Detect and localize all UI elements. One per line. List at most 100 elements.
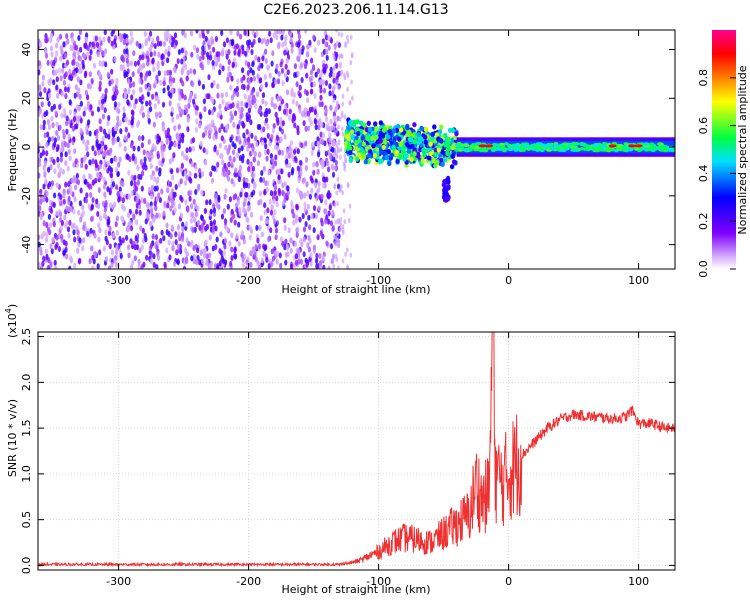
heatmap-cell <box>297 33 301 40</box>
heatmap-cell <box>157 51 161 58</box>
heatmap-cell <box>291 98 295 105</box>
heatmap-cell <box>101 93 105 100</box>
heatmap-cell <box>296 165 300 172</box>
heatmap-cell <box>146 56 150 63</box>
heatmap-cell <box>165 138 169 145</box>
heatmap-cell <box>251 248 256 255</box>
heatmap-cell <box>262 165 266 172</box>
heatmap-cell <box>404 142 410 148</box>
heatmap-cell <box>254 243 258 250</box>
heatmap-cell <box>166 57 170 64</box>
heatmap-cell <box>649 142 655 146</box>
heatmap-cell <box>256 237 260 244</box>
heatmap-cell <box>161 157 165 164</box>
heatmap-cell <box>218 248 222 255</box>
heatmap-cell <box>309 252 313 258</box>
heatmap-cell <box>101 61 105 68</box>
heatmap-cell <box>274 111 278 118</box>
x-tick-label: -100 <box>366 575 391 588</box>
heatmap-cell <box>195 47 199 54</box>
heatmap-cell <box>129 31 133 37</box>
heatmap-cell <box>186 69 190 76</box>
heatmap-cell <box>38 261 41 268</box>
heatmap-cell <box>327 210 331 217</box>
heatmap-cell <box>98 60 102 67</box>
heatmap-cell <box>389 152 394 158</box>
heatmap-cell <box>86 181 90 188</box>
heatmap-cell <box>103 206 107 213</box>
heatmap-cell <box>66 226 71 233</box>
heatmap-cell <box>333 45 337 51</box>
heatmap-cell <box>359 146 364 153</box>
heatmap-cell <box>216 264 220 269</box>
heatmap-cell <box>235 152 240 159</box>
heatmap-cell <box>168 100 172 107</box>
heatmap-cell <box>189 30 194 37</box>
heatmap-cell <box>40 101 44 108</box>
heatmap-cell <box>55 146 59 153</box>
heatmap-cell <box>73 111 77 118</box>
heatmap-cell <box>191 137 196 144</box>
heatmap-cell <box>257 65 261 72</box>
heatmap-cell <box>382 139 388 145</box>
heatmap-cell <box>225 53 229 60</box>
heatmap-cell <box>308 39 312 46</box>
heatmap-cell <box>116 190 120 197</box>
heatmap-cell <box>44 248 48 255</box>
heatmap-cell <box>114 85 118 92</box>
y-tick-label: 40 <box>20 43 33 57</box>
heatmap-cell <box>202 147 206 154</box>
heatmap-cell <box>188 170 192 177</box>
heatmap-cell <box>267 236 271 243</box>
heatmap-cell <box>244 266 249 269</box>
heatmap-cell <box>104 88 108 94</box>
heatmap-cell <box>344 41 347 47</box>
heatmap-cell <box>38 41 43 48</box>
heatmap-cell <box>346 73 350 79</box>
heatmap-cell <box>305 72 309 79</box>
heatmap-cell <box>203 208 207 214</box>
heatmap-cell <box>77 115 81 122</box>
heatmap-cell <box>55 50 59 57</box>
heatmap-cell <box>106 71 110 78</box>
heatmap-cell <box>121 197 125 204</box>
heatmap-cell <box>265 40 269 47</box>
heatmap-cell <box>283 224 287 231</box>
heatmap-cell <box>194 189 198 195</box>
heatmap-cell <box>78 257 82 264</box>
heatmap-cell <box>236 199 240 206</box>
heatmap-cell <box>316 140 320 147</box>
heatmap-cell <box>303 63 308 70</box>
heatmap-cell <box>94 162 99 169</box>
heatmap-cell <box>270 101 274 108</box>
heatmap-cell <box>189 217 193 224</box>
heatmap-cell <box>45 110 49 116</box>
heatmap-cell <box>249 67 253 74</box>
heatmap-cell <box>325 54 329 61</box>
heatmap-cell <box>138 247 142 254</box>
heatmap-cell <box>76 247 80 254</box>
heatmap-cell <box>349 129 355 135</box>
heatmap-cell <box>241 256 245 263</box>
heatmap-cell <box>185 174 189 181</box>
colorbar-ticks: 0.00.20.40.60.8 <box>697 69 736 278</box>
heatmap-cell <box>120 65 124 72</box>
heatmap-cell <box>76 229 80 236</box>
heatmap-cell <box>218 103 222 110</box>
heatmap-cell <box>99 173 103 180</box>
heatmap-cell <box>252 180 256 187</box>
heatmap-cell <box>128 156 132 163</box>
heatmap-cell <box>248 99 252 106</box>
heatmap-cell <box>272 198 276 205</box>
heatmap-cell <box>173 32 178 39</box>
heatmap-cell <box>49 207 54 214</box>
heatmap-cell <box>313 109 317 116</box>
heatmap-cell <box>56 162 61 169</box>
heatmap-cell <box>186 126 190 133</box>
heatmap-cell <box>293 122 297 129</box>
heatmap-cell <box>159 79 163 86</box>
heatmap-cell <box>211 245 215 252</box>
heatmap-cell <box>445 150 450 156</box>
heatmap-cell <box>121 181 125 188</box>
heatmap-cell <box>230 246 234 253</box>
